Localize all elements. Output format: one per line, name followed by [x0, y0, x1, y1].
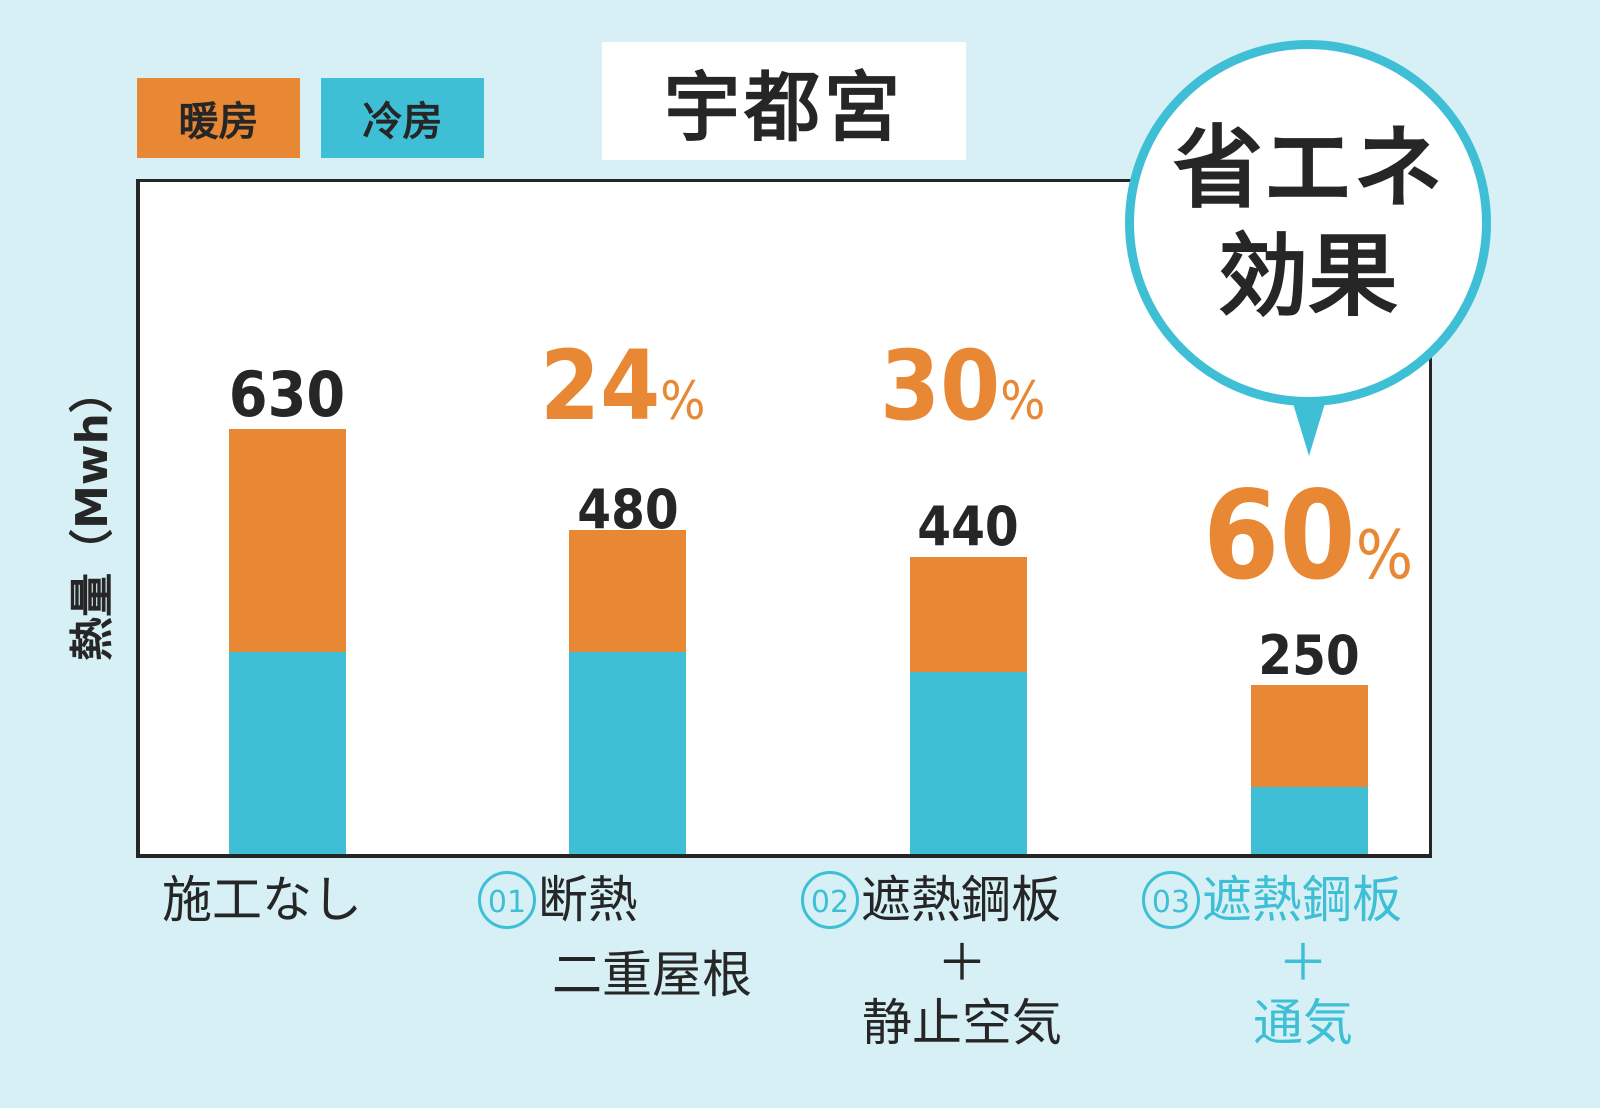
category-line: ＋ — [1278, 933, 1328, 992]
category-line: 施工なし — [162, 871, 362, 929]
bar-segment-cooling — [229, 651, 346, 854]
percent-symbol: % — [1355, 516, 1414, 594]
chart-title: 宇都宮 — [602, 42, 966, 160]
category-line: ＋ — [937, 933, 987, 992]
category-label: 01 断熱 二重屋根 — [478, 870, 752, 1005]
bar-segment-cooling — [569, 651, 686, 854]
bar-total-label: 630 — [228, 358, 346, 431]
stacked-bar — [229, 429, 346, 854]
chart-title-text: 宇都宮 — [664, 63, 904, 152]
bar-segment-heating — [569, 530, 686, 652]
reduction-percent-value: 30 — [880, 330, 1001, 442]
reduction-percent: 30% — [880, 330, 1045, 442]
bubble-line-1: 省エネ — [1173, 116, 1443, 221]
bar-segment-cooling — [1251, 786, 1368, 854]
y-axis-label: 熱量（Mwh） — [67, 369, 118, 661]
percent-symbol: % — [1000, 371, 1046, 432]
bar-total-label: 250 — [1258, 624, 1360, 687]
category-line: 03 遮熱鋼板 — [1142, 870, 1402, 933]
legend-heating: 暖房 — [137, 78, 300, 158]
category-line: 二重屋根 — [552, 945, 752, 1004]
step-number-badge: 02 — [801, 870, 859, 929]
bubble-tail-icon — [1292, 400, 1326, 456]
legend-cooling: 冷房 — [321, 78, 484, 158]
stacked-bar — [910, 557, 1027, 854]
category-label: 02 遮熱鋼板 ＋ 静止空気 — [800, 870, 1062, 1053]
bar-total-label: 440 — [917, 495, 1019, 558]
reduction-percent: 24% — [540, 330, 705, 442]
percent-symbol: % — [660, 371, 706, 432]
bar-segment-heating — [1251, 685, 1368, 787]
stacked-bar — [569, 530, 686, 854]
category-line: 通気 — [1253, 993, 1353, 1052]
bar-segment-heating — [229, 429, 346, 652]
category-label-highlight: 03 遮熱鋼板 ＋ 通気 — [1142, 870, 1402, 1053]
bar-total-label: 480 — [577, 478, 679, 541]
bar-segment-heating — [910, 557, 1027, 672]
stacked-bar — [1251, 685, 1368, 854]
reduction-percent-highlight: 60% — [1203, 465, 1413, 607]
reduction-percent-value: 24 — [540, 330, 661, 442]
category-line: 静止空気 — [862, 993, 1062, 1052]
reduction-percent-value: 60 — [1203, 465, 1356, 607]
step-number-badge: 01 — [478, 870, 536, 929]
category-line: 02 遮熱鋼板 — [800, 870, 1062, 933]
legend-cooling-label: 冷房 — [362, 99, 443, 145]
category-label: 施工なし — [162, 870, 362, 930]
category-line: 01 断熱 — [478, 870, 752, 933]
bubble-line-2: 効果 — [1218, 224, 1398, 329]
legend-heating-label: 暖房 — [178, 99, 259, 145]
step-number-badge: 03 — [1142, 870, 1200, 929]
bar-segment-cooling — [910, 671, 1027, 854]
energy-saving-bubble: 省エネ 効果 — [1125, 40, 1491, 406]
